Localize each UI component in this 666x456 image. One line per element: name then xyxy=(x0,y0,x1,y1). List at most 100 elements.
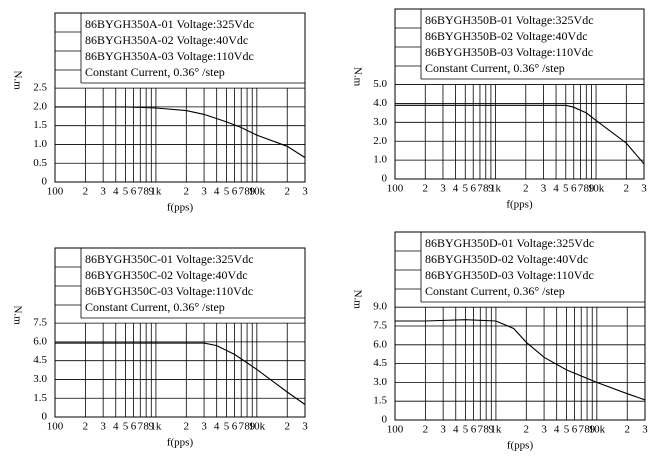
legend-entry: 86BYGH350D-03 Voltage:110Vdc xyxy=(425,268,594,282)
x-tick-label: 3 xyxy=(201,186,207,198)
x-tick-label: 2 xyxy=(284,186,290,198)
y-tick-label: 2.0 xyxy=(33,100,47,112)
x-tick-label: 2 xyxy=(83,421,89,433)
x-tick-label: 8 xyxy=(584,424,590,436)
x-tick-label: 7 xyxy=(138,186,144,198)
x-tick-label: 8 xyxy=(143,186,149,198)
y-axis-label: N.m xyxy=(351,67,363,87)
x-tick-label: 6 xyxy=(571,183,577,195)
x-tick-label: 10k xyxy=(588,183,605,195)
x-tick-label: 9 xyxy=(249,186,255,198)
y-tick-label: 0 xyxy=(42,176,48,188)
y-tick-label: 6.0 xyxy=(33,335,47,347)
x-tick-label: 10k xyxy=(589,424,606,436)
x-tick-label: 1k xyxy=(490,424,502,436)
x-tick-label: 3 xyxy=(641,183,647,195)
x-tick-label: 6 xyxy=(131,421,137,433)
x-tick-label: 8 xyxy=(143,421,149,433)
y-tick-label: 1.5 xyxy=(33,119,47,131)
x-tick-label: 6 xyxy=(131,186,137,198)
x-tick-label: 5 xyxy=(224,421,230,433)
x-tick-label: 6 xyxy=(572,424,578,436)
torque-curve xyxy=(55,106,306,159)
y-tick-label: 6.0 xyxy=(373,338,387,350)
y-tick-label: 0.5 xyxy=(33,157,47,169)
x-tick-label: 7 xyxy=(238,421,244,433)
x-axis-label: f(pps) xyxy=(167,437,194,449)
y-tick-label: 0 xyxy=(42,411,48,423)
x-tick-label: 3 xyxy=(440,424,446,436)
x-tick-label: 6 xyxy=(471,424,477,436)
x-tick-label: 8 xyxy=(584,183,590,195)
y-tick-label: 9.0 xyxy=(373,301,387,313)
x-tick-label: 2 xyxy=(524,424,530,436)
x-tick-label: 7 xyxy=(477,183,483,195)
x-tick-label: 1k xyxy=(150,421,162,433)
legend-entry: 86BYGH350C-03 Voltage:110Vdc xyxy=(85,284,253,298)
x-tick-label: 6 xyxy=(232,421,238,433)
y-axis-label: N.m xyxy=(11,70,23,90)
x-tick-label: 1k xyxy=(150,186,162,198)
y-axis-label: N.m xyxy=(351,290,363,310)
x-tick-label: 8 xyxy=(483,183,489,195)
legend-entry: Constant Current, 0.36° /step xyxy=(85,300,225,314)
x-tick-label: 3 xyxy=(302,421,308,433)
x-tick-label: 2 xyxy=(83,186,89,198)
x-tick-label: 4 xyxy=(214,186,220,198)
x-tick-label: 4 xyxy=(453,424,459,436)
x-tick-label: 7 xyxy=(478,424,484,436)
legend-entry: Constant Current, 0.36° /step xyxy=(425,284,565,298)
x-tick-label: 100 xyxy=(47,186,64,198)
legend-entry: 86BYGH350C-01 Voltage:325Vdc xyxy=(85,252,254,266)
legend-entry: 86BYGH350D-01 Voltage:325Vdc xyxy=(425,236,594,250)
y-tick-label: 3.0 xyxy=(373,376,387,388)
x-tick-label: 2 xyxy=(184,421,190,433)
x-tick-label: 4 xyxy=(553,183,559,195)
y-tick-label: 1.5 xyxy=(373,395,387,407)
x-tick-label: 100 xyxy=(47,421,64,433)
y-tick-label: 4.0 xyxy=(373,97,387,109)
y-tick-label: 2.0 xyxy=(373,135,387,147)
y-tick-label: 3.0 xyxy=(33,373,47,385)
x-tick-label: 3 xyxy=(642,424,648,436)
x-tick-label: 5 xyxy=(224,186,230,198)
x-axis-label: f(pps) xyxy=(507,440,534,452)
x-tick-label: 4 xyxy=(214,421,220,433)
x-tick-label: 3 xyxy=(440,183,446,195)
y-tick-label: 0 xyxy=(382,414,388,426)
x-tick-label: 3 xyxy=(541,183,547,195)
x-axis-label: f(pps) xyxy=(506,199,533,211)
x-tick-label: 5 xyxy=(463,183,469,195)
x-tick-label: 2 xyxy=(184,186,190,198)
x-tick-label: 10k xyxy=(249,421,266,433)
torque-curve xyxy=(55,342,306,405)
y-tick-label: 2.5 xyxy=(33,82,47,94)
plot-frame xyxy=(394,8,645,180)
legend-entry: 86BYGH350A-03 Voltage:110Vdc xyxy=(85,49,254,63)
x-tick-label: 5 xyxy=(123,186,129,198)
x-tick-label: 8 xyxy=(483,424,489,436)
plot-frame xyxy=(394,231,646,421)
legend-entry: 86BYGH350A-01 Voltage:325Vdc xyxy=(85,17,254,31)
x-tick-label: 3 xyxy=(302,186,308,198)
x-tick-label: 9 xyxy=(489,424,495,436)
x-tick-label: 9 xyxy=(488,183,494,195)
torque-curve xyxy=(395,319,646,401)
y-tick-label: 4.5 xyxy=(373,357,387,369)
y-tick-label: 7.5 xyxy=(33,317,47,329)
x-tick-label: 3 xyxy=(100,186,106,198)
y-tick-label: 1.5 xyxy=(33,392,47,404)
x-tick-label: 3 xyxy=(541,424,547,436)
legend-entry: Constant Current, 0.36° /step xyxy=(425,61,565,75)
x-axis-label: f(pps) xyxy=(167,202,194,214)
x-tick-label: 2 xyxy=(624,424,630,436)
x-tick-label: 5 xyxy=(563,183,569,195)
legend-entry: 86BYGH350B-01 Voltage:325Vdc xyxy=(425,13,594,27)
legend-entry: 86BYGH350B-02 Voltage:40Vdc xyxy=(425,29,588,43)
x-tick-label: 6 xyxy=(232,186,238,198)
x-tick-label: 9 xyxy=(149,421,155,433)
x-tick-label: 4 xyxy=(113,186,119,198)
